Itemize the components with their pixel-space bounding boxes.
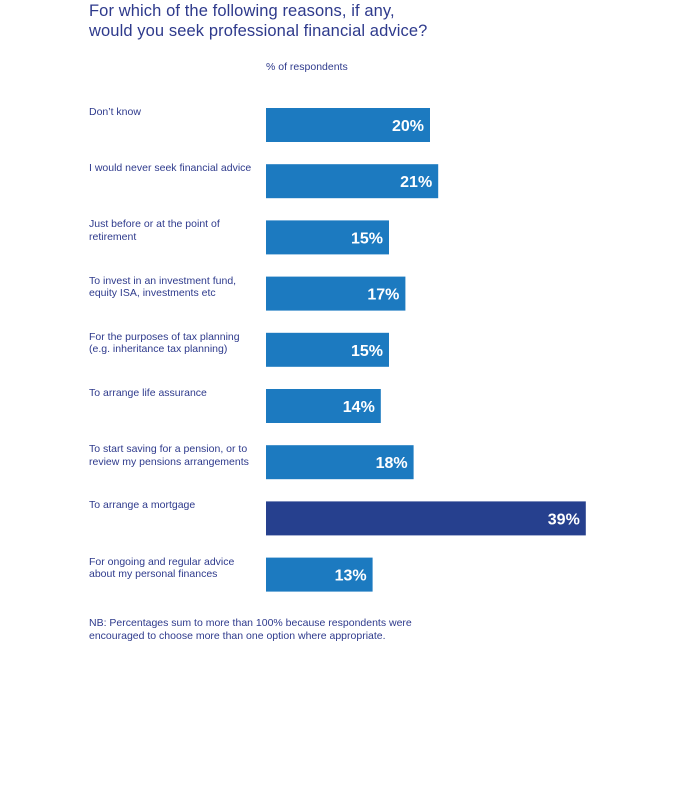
bar-2 [266,164,439,199]
category-label-line: Just before or at the point of [89,218,220,231]
footnote-line-2: encouraged to choose more than one optio… [89,630,386,642]
category-label-3: Just before or at the point of retirement [89,218,259,243]
category-label-line: retirement [89,230,137,243]
category-label-6: To arrange life assurance [89,387,259,400]
category-label-7: To start saving for a pension, or to revi… [89,443,259,468]
category-label-line: To arrange life assurance [89,387,207,399]
bar-value-label-7: 18% [376,455,408,472]
category-label-8: To arrange a mortgage [89,499,259,512]
category-label-4: To invest in an investment fund, equity I… [89,275,259,300]
category-label-line: To arrange a mortgage [89,499,196,512]
bar-3 [266,220,389,255]
category-label-9: For ongoing and regular advice about my p… [89,556,259,581]
bar-value-label-2: 21% [400,174,432,191]
bar-9 [266,557,373,592]
footnote-line-1: NB: Percentages sum to more than 100% be… [89,617,412,629]
bar-6 [266,389,381,423]
bar-value-label-8: 39% [548,511,580,528]
category-label-line: For the purposes of tax planning [89,330,240,343]
bar-value-label-5: 15% [351,343,383,360]
category-label-line: For ongoing and regular advice [89,555,235,568]
category-label-line: I would never seek financial advice [89,162,252,175]
bar-7 [266,445,414,480]
bar-value-label-9: 13% [335,568,367,585]
bar-value-label-3: 15% [351,230,383,247]
category-label-line: To start saving for a pension, or to [89,443,248,456]
bar-chart: 20% 21% 15% 17% 15% 14% 18% 39% 13% [266,108,586,592]
unit-label: % of respondents [266,61,348,73]
category-label-line: (e.g. inheritance tax planning) [89,343,228,356]
chart-title: For which of the following reasons, if a… [89,1,649,41]
footnote: NB: Percentages sum to more than 100% be… [89,617,449,643]
bar-4 [266,276,406,311]
bar-5 [266,332,389,367]
bar-8 [266,501,586,536]
category-label-5: For the purposes of tax planning (e.g. in… [89,331,259,356]
category-label-line: Don’t know [89,106,141,118]
category-label-line: review my pensions arrangements [89,455,249,468]
bar-1 [266,108,430,142]
chart-title-line-2: would you seek professional financial ad… [89,22,428,40]
category-label-line: about my personal finances [89,568,218,581]
bar-value-label-4: 17% [367,287,399,304]
category-label-2: I would never seek financial advice [89,162,259,175]
bar-value-label-6: 14% [343,399,375,416]
category-label-1: Don’t know [89,106,259,119]
category-label-line: equity ISA, investments etc [89,287,216,300]
category-label-line: To invest in an investment fund, [89,274,237,287]
chart-title-line-1: For which of the following reasons, if a… [89,2,395,20]
bar-value-label-1: 20% [392,118,424,135]
